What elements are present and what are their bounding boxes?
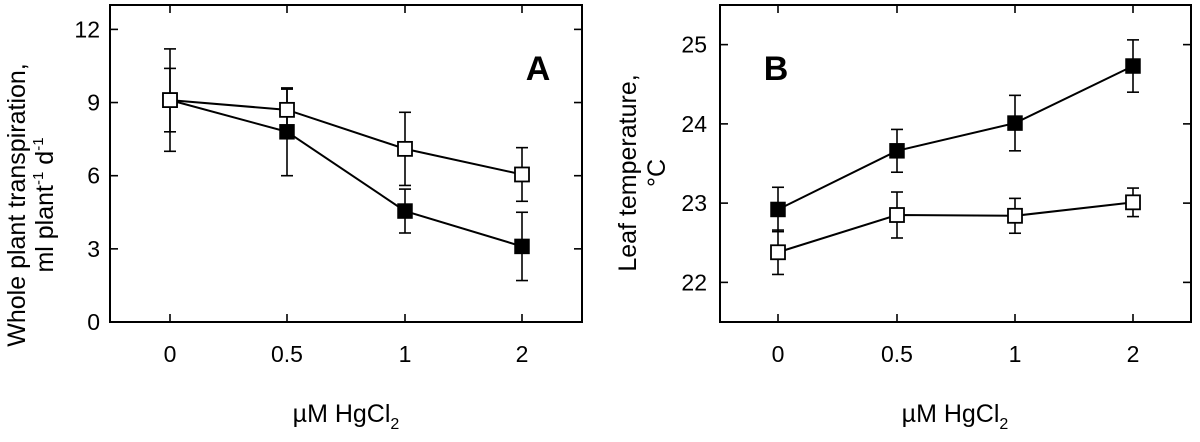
panel-b-ytick-label: 24 [681, 111, 707, 137]
panel-a-letter: A [526, 50, 551, 88]
panel-b-xlabel-base: µM HgCl [902, 400, 1000, 428]
panel-a-ytick-label: 6 [87, 163, 100, 189]
panel-a-ylabel: Whole plant transpiration, [3, 63, 31, 346]
panel-b-series-open-line [777, 201, 1134, 254]
panel-b-series [770, 39, 1141, 276]
panel-a-xtick-label: 0.5 [271, 341, 303, 367]
panel-a-ytick-label: 0 [87, 309, 100, 335]
panel-b-point-filled [1125, 58, 1141, 74]
panel-b-point-open [1125, 194, 1141, 211]
panel-a-point-filled [397, 203, 413, 219]
panel-b-point-open [1007, 207, 1023, 224]
panel-b-xlabel: µM HgCl2 [902, 400, 1009, 433]
panel-a-point-filled [514, 238, 530, 255]
panel-b-plot-frame [719, 4, 1192, 323]
panel-a-xtick-label: 0 [164, 341, 177, 367]
panel-b-ytick-label: 25 [681, 32, 707, 58]
panel-a-ylabel-units: ml plant-1 d-1 [30, 137, 59, 272]
panel-a-ylabel-units-base: ml plant [31, 185, 59, 273]
panel-b-series-filled-line [777, 65, 1134, 211]
panel-a-point-open [279, 101, 295, 118]
panel-a-point-open [397, 140, 413, 157]
panel-b-point-open [889, 207, 905, 223]
panel-a-series-filled-line [169, 99, 523, 248]
panel-b-letter: B [764, 50, 789, 88]
panel-b: 22 23 24 25 0 0.5 1 2 B Leaf temperature, °C µM… [614, 4, 1192, 433]
panel-b-xtick-label: 0.5 [881, 341, 913, 367]
panel-b-ylabel: Leaf temperature, [614, 74, 642, 271]
panel-a-point-open [162, 92, 178, 108]
panel-a-ylabel-units-mid: d [31, 151, 59, 172]
panel-b-ticks: 22 23 24 25 0 0.5 1 2 [681, 5, 1191, 367]
panel-b-ytick-label: 23 [681, 190, 707, 216]
panel-a-plot-frame [109, 4, 583, 323]
panel-a-xlabel-base: µM HgCl [293, 400, 391, 428]
panel-b-point-filled [889, 143, 905, 159]
panel-b-point-filled [1007, 115, 1023, 131]
panel-a-xlabel: µM HgCl2 [293, 400, 400, 433]
panel-b-point-filled [770, 201, 786, 218]
panel-b-ytick-label: 22 [681, 269, 707, 295]
panel-a-ylabel-units-sup2: -1 [30, 137, 47, 150]
panel-b-point-open [770, 244, 786, 261]
panel-a-series [162, 48, 530, 282]
panel-a-series-open-line [169, 99, 523, 176]
panel-a-point-open [514, 166, 530, 183]
panel-a-xtick-label: 1 [399, 341, 412, 367]
panel-b-xtick-label: 1 [1009, 341, 1022, 367]
panel-a-ytick-label: 12 [74, 16, 100, 42]
panel-a-xlabel-sub: 2 [390, 416, 399, 433]
panel-a-ytick-label: 3 [87, 236, 100, 262]
panel-b-xtick-label: 0 [772, 341, 785, 367]
panel-a-ylabel-units-sup1: -1 [30, 172, 47, 185]
panel-a-ytick-label: 9 [87, 90, 100, 116]
panel-a-ylabel-line1: Whole plant transpiration, [3, 63, 31, 346]
panel-a-xtick-label: 2 [516, 341, 529, 367]
panel-b-xlabel-sub: 2 [999, 416, 1008, 433]
panel-b-xtick-label: 2 [1127, 341, 1140, 367]
panel-b-ylabel-units: °C [643, 159, 671, 187]
